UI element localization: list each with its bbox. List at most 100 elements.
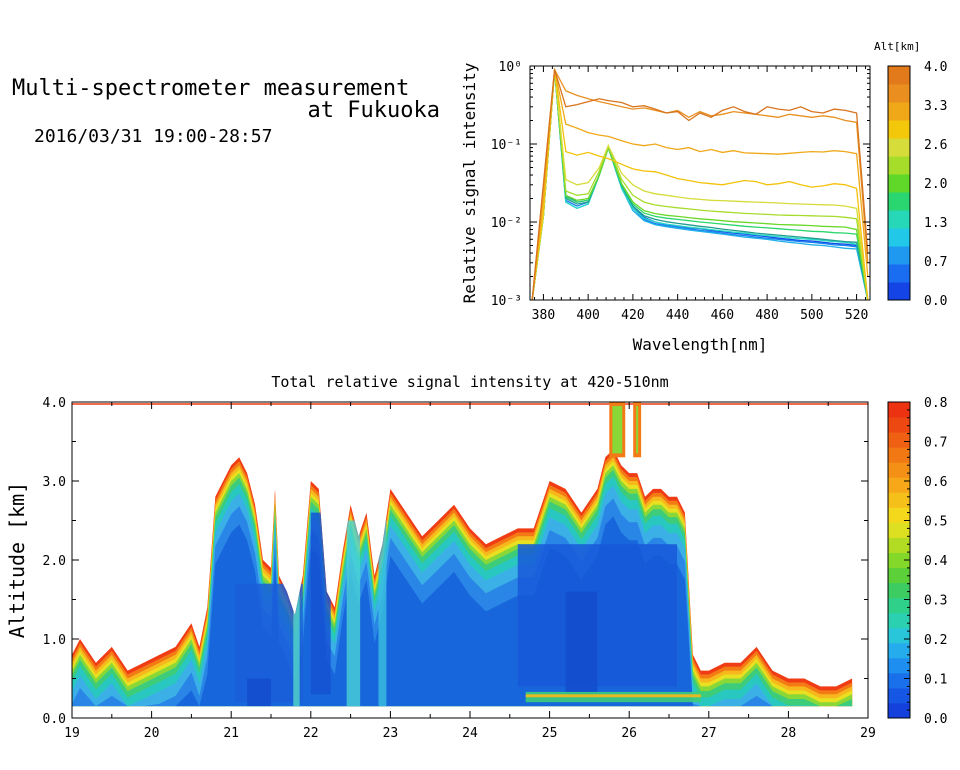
heatmap-cores	[235, 512, 701, 707]
altitude-colorbar-label: 0.0	[924, 294, 947, 309]
spectrum-xtick-label: 460	[711, 308, 734, 323]
altitude-colorbar-segment	[888, 228, 910, 247]
altitude-colorbar-segment	[888, 156, 910, 175]
intensity-colorbar-segment	[888, 522, 910, 538]
heatmap-xtick-label: 20	[144, 726, 160, 741]
altitude-colorbar-label: 2.6	[924, 138, 947, 153]
intensity-colorbar-segment	[888, 552, 910, 569]
altitude-colorbar-segment	[888, 102, 910, 121]
intensity-colorbar-label: 0.2	[924, 633, 947, 648]
intensity-colorbar-label: 0.6	[924, 475, 947, 490]
intensity-colorbar-segment	[888, 627, 910, 644]
altitude-colorbar-segment	[888, 192, 910, 211]
spectrum-ytick-label: 10⁻¹	[491, 138, 522, 153]
altitude-colorbar-segment	[888, 174, 910, 193]
intensity-colorbar-label: 0.3	[924, 594, 947, 609]
altitude-colorbar-segment	[888, 282, 910, 301]
intensity-colorbar-segment	[888, 567, 910, 584]
spectrum-xtick-label: 440	[666, 308, 689, 323]
intensity-colorbar-segment	[888, 702, 910, 719]
heatmap-y-axis-label: Altitude [km]	[5, 482, 29, 639]
intensity-colorbar-label: 0.4	[924, 554, 948, 569]
intensity-colorbar-label: 0.8	[924, 396, 947, 411]
intensity-colorbar-label: 0.1	[924, 673, 947, 688]
spectrum-lines	[531, 67, 869, 300]
spectrum-ytick-label: 10⁰	[499, 60, 522, 75]
intensity-colorbar-segment	[888, 687, 910, 704]
spectrum-series-1	[531, 69, 869, 300]
spectrum-series-4	[531, 69, 869, 300]
altitude-colorbar-label: 4.0	[924, 60, 947, 75]
heatmap-ytick-label: 4.0	[43, 396, 66, 411]
spectrum-series-8	[531, 69, 869, 300]
title-line-1: Multi-spectrometer measurement	[12, 76, 410, 101]
spectrum-frame	[529, 65, 871, 301]
spectrum-series-0	[531, 69, 869, 300]
heatmap-title: Total relative signal intensity at 420-5…	[271, 373, 668, 391]
spectrum-xtick-label: 520	[845, 308, 868, 323]
spectrum-xtick-label: 420	[621, 308, 644, 323]
altitude-colorbar-segment	[888, 84, 910, 103]
altitude-colorbar-segment	[888, 264, 910, 283]
spectrum-series-2	[531, 69, 869, 300]
heatmap-xtick-label: 28	[781, 726, 797, 741]
intensity-colorbar-label: 0.5	[924, 515, 947, 530]
altitude-colorbar-title: Alt[km]	[874, 40, 920, 53]
heatmap-plume-core-0	[612, 405, 623, 454]
heatmap-xtick-label: 22	[303, 726, 319, 741]
heatmap-field	[72, 449, 853, 707]
heatmap-xtick-label: 23	[383, 726, 399, 741]
altitude-colorbar-segment	[888, 120, 910, 139]
heatmap-xtick-label: 27	[701, 726, 717, 741]
spectrum-series-5	[531, 69, 869, 300]
title-line-2: at Fukuoka	[307, 98, 440, 123]
intensity-colorbar-segment	[888, 657, 910, 674]
heatmap-plume-core-1	[636, 405, 639, 454]
spectrum-series-3	[531, 69, 869, 300]
heatmap-ytick-label: 3.0	[43, 475, 66, 490]
spectrum-xtick-label: 380	[532, 308, 555, 323]
intensity-colorbar-segment	[888, 477, 910, 493]
intensity-colorbar-segment	[888, 507, 910, 523]
altitude-colorbar-label: 3.3	[924, 99, 947, 114]
intensity-colorbar-segment	[888, 612, 910, 629]
spectrum-y-axis-label: Relative signal intensity	[460, 62, 479, 303]
heatmap-ytick-label: 0.0	[43, 712, 66, 727]
intensity-colorbar-segment	[888, 492, 910, 508]
intensity-colorbar-segment	[888, 462, 910, 478]
heatmap-surface-line	[525, 694, 701, 698]
altitude-colorbar-label: 0.7	[924, 255, 947, 270]
spectrum-x-axis-label: Wavelength[nm]	[633, 335, 768, 354]
altitude-colorbar-segment	[888, 138, 910, 157]
heatmap-streak-2	[293, 520, 300, 707]
spectrum-xtick-label: 480	[755, 308, 778, 323]
intensity-colorbar-segment	[888, 447, 910, 463]
heatmap-streak-1	[378, 520, 387, 707]
heatmap-ytick-label: 2.0	[43, 554, 66, 569]
spectrum-series-7	[531, 69, 869, 300]
altitude-colorbar-segment	[888, 246, 910, 265]
spectrum-series-12	[531, 69, 869, 300]
date-range: 2016/03/31 19:00-28:57	[34, 126, 273, 147]
heatmap-xtick-label: 19	[64, 726, 80, 741]
intensity-colorbar-label: 0.7	[924, 436, 947, 451]
spectrum-series-10	[531, 69, 869, 300]
intensity-colorbar-segment	[888, 597, 910, 614]
heatmap-streak-0	[346, 520, 361, 707]
altitude-colorbar-label: 1.3	[924, 216, 947, 231]
heatmap-core-1	[310, 512, 331, 695]
spectrum-xtick-label: 500	[800, 308, 823, 323]
altitude-colorbar-frame	[887, 65, 911, 301]
intensity-colorbar-segment	[888, 402, 910, 418]
heatmap-ytick-label: 1.0	[43, 633, 66, 648]
heatmap-xtick-label: 29	[860, 726, 876, 741]
intensity-colorbar-segment	[888, 672, 910, 689]
heatmap-core-4	[247, 678, 271, 707]
intensity-colorbar-segment	[888, 432, 910, 448]
spectrum-ytick-label: 10⁻²	[491, 216, 522, 231]
heatmap-xtick-label: 25	[542, 726, 558, 741]
spectrum-ytick-label: 10⁻³	[491, 294, 522, 309]
intensity-colorbar-segment	[888, 537, 910, 553]
intensity-colorbar-segment	[888, 417, 910, 433]
